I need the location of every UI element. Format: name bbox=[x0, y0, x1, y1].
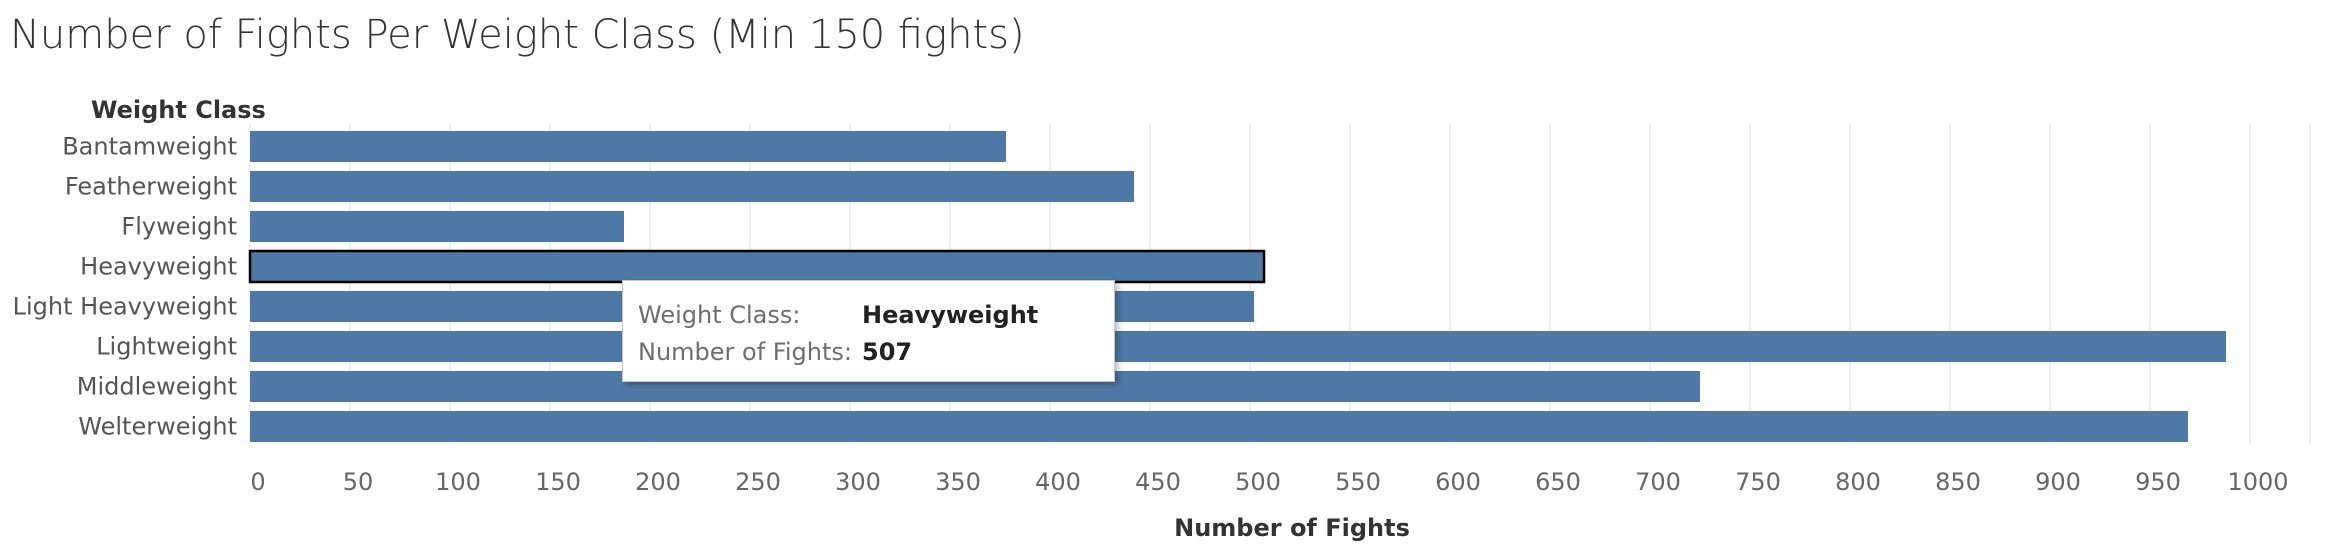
x-tick-label: 250 bbox=[735, 468, 781, 496]
bars bbox=[248, 131, 2226, 442]
chart-title: Number of Fights Per Weight Class (Min 1… bbox=[10, 12, 1025, 58]
x-tick-label: 1000 bbox=[2227, 468, 2288, 496]
tooltip-row-weight-class: Weight Class: Heavyweight bbox=[638, 301, 1038, 329]
bar-welterweight[interactable] bbox=[250, 411, 2188, 442]
category-label: Light Heavyweight bbox=[13, 293, 237, 321]
category-label: Heavyweight bbox=[80, 253, 237, 281]
x-tick-label: 900 bbox=[2035, 468, 2081, 496]
x-tick-label: 600 bbox=[1435, 468, 1481, 496]
category-label: Lightweight bbox=[96, 333, 237, 361]
x-tick-label: 550 bbox=[1335, 468, 1381, 496]
x-tick-label: 0 bbox=[250, 468, 265, 496]
x-axis-ticks: 0 50 100 150 200 250 300 350 400 450 500 550 600 650 7… bbox=[250, 468, 2288, 496]
x-tick-label: 800 bbox=[1835, 468, 1881, 496]
x-tick-label: 950 bbox=[2135, 468, 2181, 496]
category-label: Flyweight bbox=[121, 213, 237, 241]
tooltip-key: Weight Class: bbox=[638, 301, 801, 329]
x-tick-label: 700 bbox=[1635, 468, 1681, 496]
category-header: Weight Class bbox=[91, 96, 266, 124]
tooltip-value: Heavyweight bbox=[862, 301, 1039, 329]
x-tick-label: 150 bbox=[535, 468, 581, 496]
bar-lightweight[interactable] bbox=[250, 331, 2226, 362]
bar-bantamweight[interactable] bbox=[250, 131, 1006, 162]
category-label: Featherweight bbox=[65, 173, 237, 201]
tooltip-value: 507 bbox=[862, 338, 913, 366]
x-tick-label: 50 bbox=[343, 468, 374, 496]
x-tick-label: 450 bbox=[1135, 468, 1181, 496]
tooltip-key: Number of Fights: bbox=[638, 338, 852, 366]
bar-heavyweight[interactable] bbox=[248, 249, 1266, 284]
x-axis-title: Number of Fights bbox=[1174, 514, 1410, 542]
bar-featherweight[interactable] bbox=[250, 171, 1134, 202]
category-label: Bantamweight bbox=[62, 133, 237, 161]
category-label: Middleweight bbox=[77, 373, 237, 401]
category-labels: Bantamweight Featherweight Flyweight Heavyw… bbox=[13, 133, 237, 441]
tooltip-row-number-of-fights: Number of Fights: 507 bbox=[638, 338, 912, 366]
x-tick-label: 850 bbox=[1935, 468, 1981, 496]
x-tick-label: 500 bbox=[1235, 468, 1281, 496]
x-tick-label: 200 bbox=[635, 468, 681, 496]
tooltip: Weight Class: Heavyweight Number of Fight… bbox=[622, 280, 1115, 382]
x-tick-label: 300 bbox=[835, 468, 881, 496]
x-tick-label: 750 bbox=[1735, 468, 1781, 496]
category-label: Welterweight bbox=[78, 413, 237, 441]
bar-flyweight[interactable] bbox=[250, 211, 624, 242]
x-tick-label: 650 bbox=[1535, 468, 1581, 496]
x-tick-label: 100 bbox=[435, 468, 481, 496]
x-tick-label: 350 bbox=[935, 468, 981, 496]
x-tick-label: 400 bbox=[1035, 468, 1081, 496]
